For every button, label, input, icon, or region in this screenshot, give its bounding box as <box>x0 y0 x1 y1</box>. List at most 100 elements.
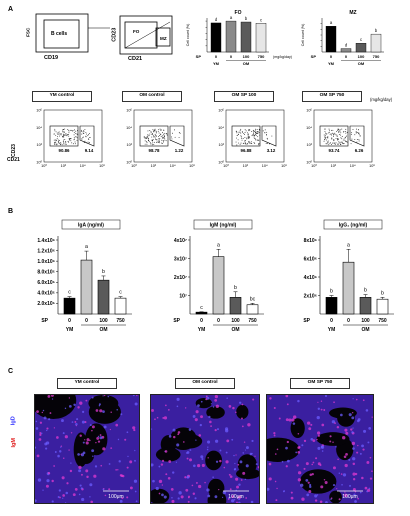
event-dot <box>65 143 67 145</box>
event-dot <box>359 135 361 137</box>
y-tick-label: 10⁰ <box>306 161 312 165</box>
event-dot <box>330 142 331 144</box>
stain-dot <box>199 423 202 427</box>
stain-dot <box>285 446 288 450</box>
sig-letter: c <box>68 290 71 296</box>
stain-dot <box>352 427 354 429</box>
stain-dot <box>223 466 226 469</box>
scale-bar-label: 100μm <box>228 494 243 500</box>
y-tick-label: 3x10⁷ <box>174 256 187 262</box>
x-tick-label: 100 <box>99 318 108 324</box>
stain-dot <box>367 488 371 492</box>
stain-dot <box>273 434 276 437</box>
group-label-om: OM <box>361 327 369 333</box>
y-tick-label: 10⁶ <box>36 109 42 113</box>
stain-dot <box>212 406 215 408</box>
stain-dot <box>126 496 129 499</box>
x-tick-label: 10⁴ <box>262 164 268 168</box>
fsc-label: FSC <box>25 27 31 37</box>
stain-dot <box>229 475 233 478</box>
stain-dot <box>108 463 111 465</box>
stain-dot <box>188 428 192 431</box>
event-dot <box>254 138 256 140</box>
y-tick-label: 10² <box>219 143 225 147</box>
event-dot <box>178 137 180 138</box>
event-dot <box>257 139 259 141</box>
event-dot <box>243 132 245 134</box>
stain-dot <box>100 464 103 467</box>
stain-dot <box>366 460 370 464</box>
event-dot <box>328 132 330 134</box>
stain-dot <box>158 479 163 484</box>
event-dot <box>58 133 60 135</box>
panel-label-c: C <box>8 368 14 375</box>
event-dot <box>256 129 258 131</box>
event-dot <box>346 131 348 133</box>
stain-dot <box>85 469 89 473</box>
event-dot <box>149 130 151 132</box>
stain-dot <box>51 398 54 400</box>
stain-dot <box>343 455 347 459</box>
event-dot <box>58 140 60 141</box>
stain-dot <box>164 450 168 453</box>
event-dot <box>327 140 329 142</box>
event-dot <box>340 143 342 145</box>
event-dot <box>336 130 338 132</box>
stain-dot <box>165 473 168 476</box>
event-dot <box>147 130 149 132</box>
event-dot <box>257 136 259 138</box>
stain-dot <box>50 395 54 397</box>
stain-dot <box>53 427 56 429</box>
stain-dot <box>89 496 91 498</box>
stain-dot <box>35 427 39 430</box>
x-tick-label: 10² <box>331 164 337 168</box>
stain-dot <box>163 495 167 499</box>
stain-dot <box>84 439 86 441</box>
event-dot <box>149 142 151 144</box>
sp-label: SP <box>173 318 180 324</box>
stain-dot <box>228 473 231 476</box>
stain-dot <box>206 448 209 451</box>
stain-dot <box>41 411 44 414</box>
sig-letter: c <box>200 305 203 311</box>
histology-image: 100μm <box>150 394 260 504</box>
stain-dot <box>371 470 373 472</box>
stain-dot <box>206 488 210 492</box>
event-dot <box>343 138 345 140</box>
event-dot <box>55 134 57 136</box>
stain-dot <box>352 447 355 450</box>
scale-bar-label: 100μm <box>342 494 357 500</box>
stain-dot <box>49 412 52 414</box>
stain-dot <box>54 451 57 453</box>
x-tick-label: 10⁰ <box>311 164 317 168</box>
stain-dot <box>95 409 99 412</box>
y-tick-label: 8.0x10⁵ <box>37 270 55 276</box>
stain-dot <box>316 494 319 496</box>
plot-frame <box>313 109 373 163</box>
stain-dot <box>348 458 351 461</box>
event-dot <box>259 143 260 145</box>
event-dot <box>60 133 62 135</box>
event-dot <box>71 129 73 131</box>
event-dot <box>323 134 325 136</box>
flow-unit: (mg/kg/day) <box>370 97 393 102</box>
event-dot <box>179 132 181 134</box>
event-dot <box>64 128 66 130</box>
event-dot <box>337 130 339 132</box>
stain-dot <box>329 435 332 438</box>
stain-dot <box>291 418 295 422</box>
stain-dot <box>226 397 228 399</box>
stain-dot <box>332 483 336 487</box>
stain-dot <box>39 433 42 436</box>
stain-dot <box>359 491 362 494</box>
sp-label: SP <box>311 54 317 59</box>
x-tick-label: 750 <box>378 318 387 324</box>
event-dot <box>88 142 90 143</box>
y-tick-label: 8x10⁶ <box>304 238 317 244</box>
y-tick-label: 4.0x10⁵ <box>37 291 55 297</box>
stain-dot <box>352 462 356 466</box>
bar <box>212 256 225 315</box>
event-dot <box>159 140 160 142</box>
y-tick-label: 2x10⁷ <box>174 275 187 281</box>
stain-dot <box>362 448 365 451</box>
